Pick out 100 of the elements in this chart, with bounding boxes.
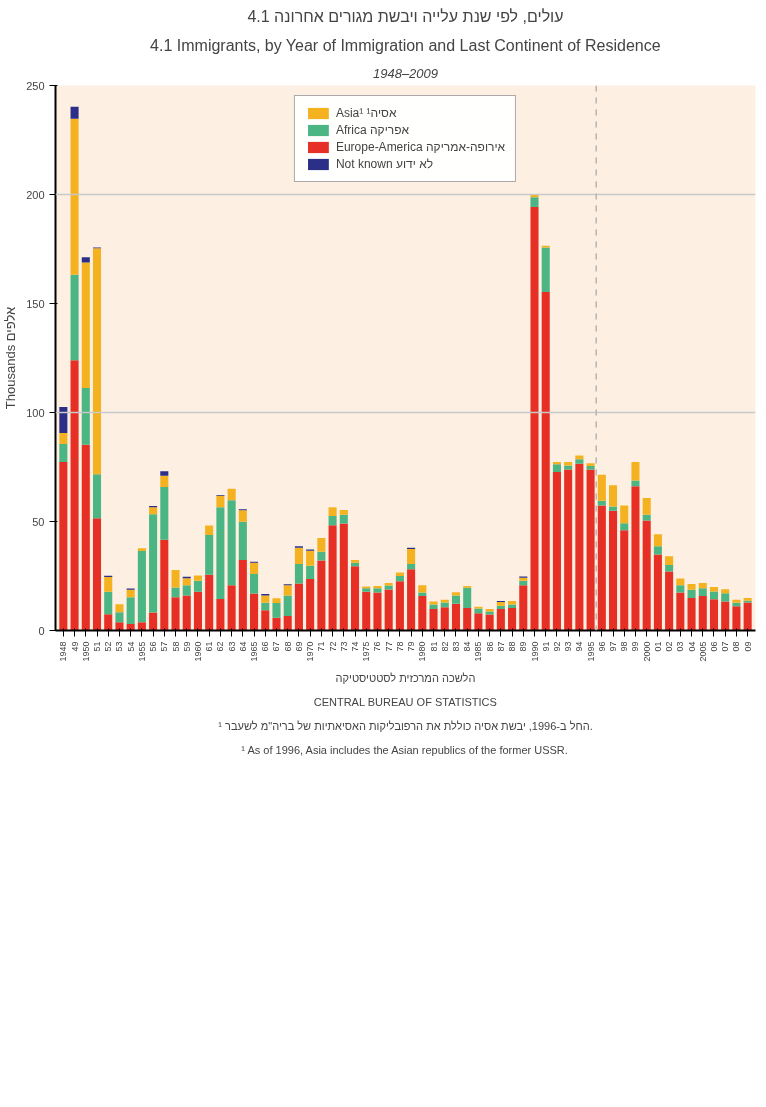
x-tick-label: 04 bbox=[686, 641, 697, 652]
bar bbox=[586, 469, 595, 631]
bar bbox=[81, 388, 90, 445]
bar bbox=[530, 206, 539, 631]
bar bbox=[272, 598, 281, 604]
bar bbox=[306, 579, 315, 631]
bar bbox=[294, 583, 303, 631]
bar bbox=[384, 589, 393, 631]
bar bbox=[631, 461, 640, 481]
bar bbox=[575, 463, 584, 631]
bar bbox=[227, 488, 236, 501]
bar bbox=[306, 550, 315, 566]
bar bbox=[81, 444, 90, 631]
legend-label: Europe-America אירופה-אמריקה bbox=[335, 140, 506, 154]
x-tick-label: 91 bbox=[540, 641, 551, 652]
x-tick-label: 64 bbox=[237, 641, 248, 652]
x-tick-label: 67 bbox=[271, 641, 282, 652]
bar bbox=[205, 525, 214, 536]
bar bbox=[261, 595, 270, 603]
bar bbox=[721, 601, 730, 631]
x-tick-label: 78 bbox=[394, 641, 405, 652]
bar bbox=[306, 565, 315, 580]
x-tick-label: 1995 bbox=[585, 641, 596, 662]
bar bbox=[665, 571, 674, 631]
x-tick-label: 1955 bbox=[136, 641, 147, 662]
x-tick-label: 1985 bbox=[473, 641, 484, 662]
x-tick-label: 99 bbox=[630, 641, 641, 652]
bar bbox=[418, 585, 427, 593]
bar bbox=[631, 480, 640, 487]
x-tick-label: 87 bbox=[495, 641, 506, 652]
bar bbox=[665, 556, 674, 565]
x-tick-label: 01 bbox=[652, 641, 663, 652]
bar bbox=[92, 248, 102, 475]
bar bbox=[294, 564, 303, 584]
x-tick-label: 76 bbox=[372, 641, 383, 652]
x-tick-label: 61 bbox=[204, 641, 215, 652]
bar bbox=[496, 608, 505, 631]
bar bbox=[395, 581, 404, 631]
x-tick-label: 59 bbox=[181, 641, 192, 652]
x-tick-label: 1960 bbox=[192, 641, 203, 662]
bar bbox=[676, 578, 685, 586]
bar bbox=[216, 495, 225, 508]
bar bbox=[59, 461, 68, 631]
bar bbox=[70, 274, 79, 361]
bar bbox=[205, 535, 214, 575]
bar bbox=[530, 197, 539, 207]
bar bbox=[597, 500, 606, 506]
x-tick-label: 73 bbox=[338, 641, 349, 652]
bar bbox=[418, 596, 427, 631]
y-axis-title: Thousands אלפים bbox=[3, 306, 19, 410]
bar bbox=[665, 564, 674, 572]
bar bbox=[698, 582, 707, 589]
bar bbox=[407, 564, 416, 570]
bar bbox=[350, 560, 360, 563]
x-tick-label: 51 bbox=[92, 641, 103, 652]
bar bbox=[698, 588, 707, 597]
bar bbox=[317, 551, 326, 561]
bar bbox=[283, 585, 292, 596]
x-tick-label: 1980 bbox=[417, 641, 428, 662]
x-tick-label: 62 bbox=[215, 641, 226, 652]
bar bbox=[238, 521, 247, 561]
bar bbox=[564, 469, 573, 631]
bar bbox=[283, 615, 292, 631]
bar bbox=[193, 575, 203, 581]
bar bbox=[362, 591, 371, 631]
bar bbox=[698, 596, 707, 631]
x-tick-label: 88 bbox=[507, 641, 518, 652]
bar bbox=[328, 507, 337, 517]
bar bbox=[92, 474, 102, 519]
bar bbox=[440, 607, 449, 631]
x-tick-label: 58 bbox=[170, 641, 181, 652]
bar bbox=[642, 520, 651, 631]
x-tick-label: 03 bbox=[675, 641, 686, 652]
bar bbox=[552, 464, 561, 473]
bar bbox=[508, 601, 517, 605]
bar bbox=[171, 569, 180, 588]
bar bbox=[608, 485, 618, 507]
bar bbox=[721, 593, 730, 602]
legend-label: Asia¹ אסיה¹ bbox=[335, 106, 397, 120]
bar bbox=[586, 463, 595, 466]
bar bbox=[597, 505, 606, 631]
bar bbox=[407, 569, 416, 631]
bar bbox=[732, 599, 741, 603]
bar bbox=[373, 592, 382, 631]
bar bbox=[519, 585, 528, 631]
bar bbox=[519, 580, 528, 586]
bar bbox=[620, 523, 629, 531]
bar bbox=[620, 530, 629, 631]
bar bbox=[709, 599, 719, 631]
bar bbox=[653, 534, 662, 547]
text: הלשכה המרכזית לסטטיסטיקה bbox=[335, 671, 476, 684]
x-tick-label: 79 bbox=[406, 641, 417, 652]
y-tick-label: 50 bbox=[32, 515, 45, 528]
bar bbox=[709, 591, 719, 600]
bar bbox=[429, 601, 438, 605]
bar bbox=[429, 604, 438, 609]
bar bbox=[115, 622, 124, 631]
bar bbox=[59, 407, 68, 433]
x-tick-label: 56 bbox=[148, 641, 159, 652]
bar bbox=[451, 592, 461, 596]
